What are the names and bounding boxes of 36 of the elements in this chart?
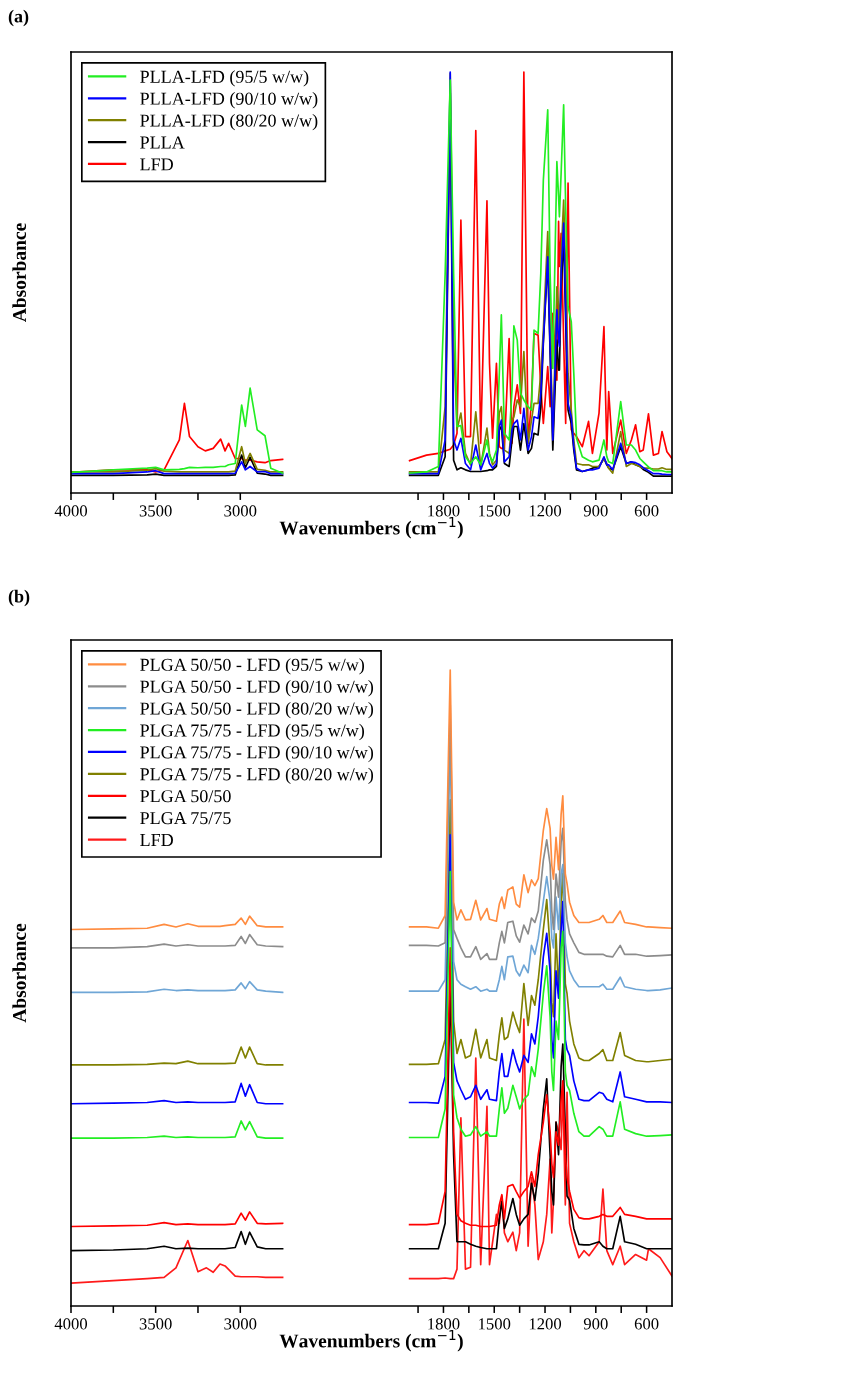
x-tick-label: 600 (634, 1318, 659, 1330)
legend-label: LFD (140, 158, 173, 171)
legend-label: PLGA 50/50 - LFD (90/10 w/w) (140, 680, 374, 697)
legend-label: PLGA 50/50 (140, 790, 231, 803)
x-tick-label: 4000 (54, 1318, 88, 1330)
legend-label: PLLA-LFD (90/10 w/w) (140, 92, 318, 109)
x-tick-label: 900 (583, 505, 608, 517)
legend-label: PLGA 75/75 (140, 812, 231, 825)
x-axis-title: Wavenumbers (cm$^{−1}$) (279, 517, 463, 539)
legend-label: PLLA (140, 136, 185, 149)
legend-label: LFD (140, 834, 173, 846)
x-tick-label: 1200 (529, 1318, 562, 1330)
x-tick-label: 1800 (428, 505, 460, 517)
x-tick-label: 3000 (224, 505, 257, 517)
x-tick-label: 900 (583, 1318, 608, 1330)
x-tick-label: 3500 (139, 1318, 172, 1330)
x-tick-label: 3500 (139, 505, 172, 517)
legend-label: PLLA-LFD (80/20 w/w) (140, 113, 318, 131)
x-tick-label: 1200 (529, 505, 562, 517)
legend-label: PLGA 75/75 - LFD (95/5 w/w) (140, 723, 365, 741)
legend-label: PLLA-LFD (95/5 w/w) (140, 70, 309, 87)
legend-label: PLGA 75/75 - LFD (90/10 w/w) (140, 745, 374, 763)
y-axis-title: Absorbance (12, 923, 27, 1023)
x-tick-label: 1800 (428, 1318, 460, 1330)
x-axis-title: Wavenumbers (cm$^{−1}$) (279, 1330, 463, 1352)
legend-label: PLGA 50/50 - LFD (80/20 w/w) (140, 701, 374, 719)
x-tick-label: 4000 (54, 505, 88, 517)
legend-label: PLGA 50/50 - LFD (95/5 w/w) (140, 658, 365, 675)
chart-title: (b) (8, 589, 30, 607)
x-tick-label: 1500 (479, 505, 511, 517)
x-tick-label: 3000 (224, 1318, 257, 1330)
y-axis-title: Absorbance (12, 223, 27, 322)
x-tick-label: 1500 (479, 1318, 511, 1330)
x-tick-label: 600 (634, 505, 659, 517)
chart-title: (a) (8, 9, 29, 27)
legend-label: PLGA 75/75 - LFD (80/20 w/w) (140, 767, 374, 785)
